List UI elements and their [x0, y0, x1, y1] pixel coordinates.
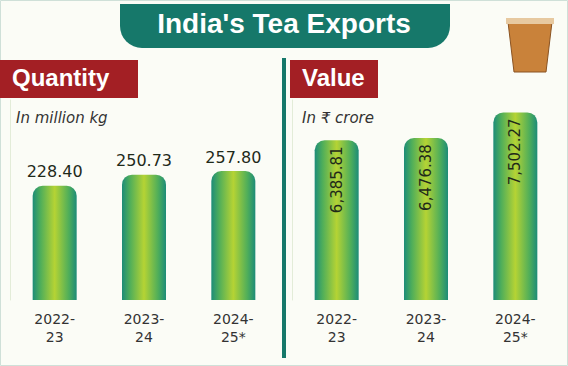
svg-text:228.40: 228.40: [27, 162, 83, 181]
svg-text:6,385.81: 6,385.81: [328, 146, 346, 213]
svg-text:250.73: 250.73: [116, 151, 172, 170]
svg-text:2024-: 2024-: [495, 311, 536, 327]
svg-text:2022-: 2022-: [34, 311, 75, 327]
svg-text:India's Tea Exports: India's Tea Exports: [157, 8, 411, 39]
svg-text:6,476.38: 6,476.38: [417, 144, 435, 211]
svg-text:23: 23: [46, 329, 64, 345]
svg-text:257.80: 257.80: [205, 148, 261, 167]
svg-text:24: 24: [417, 329, 435, 345]
svg-text:Value: Value: [302, 64, 365, 91]
svg-text:2023-: 2023-: [406, 311, 447, 327]
svg-text:7,502.27: 7,502.27: [506, 118, 524, 185]
svg-text:24: 24: [135, 329, 153, 345]
svg-text:23: 23: [328, 329, 346, 345]
svg-text:25*: 25*: [221, 329, 246, 345]
svg-text:2022-: 2022-: [316, 311, 357, 327]
svg-text:In million kg: In million kg: [16, 109, 108, 127]
svg-text:2023-: 2023-: [124, 311, 165, 327]
svg-text:25*: 25*: [503, 329, 528, 345]
svg-text:In ₹ crore: In ₹ crore: [302, 109, 374, 127]
svg-text:Quantity: Quantity: [12, 64, 110, 91]
svg-text:2024-: 2024-: [213, 311, 254, 327]
